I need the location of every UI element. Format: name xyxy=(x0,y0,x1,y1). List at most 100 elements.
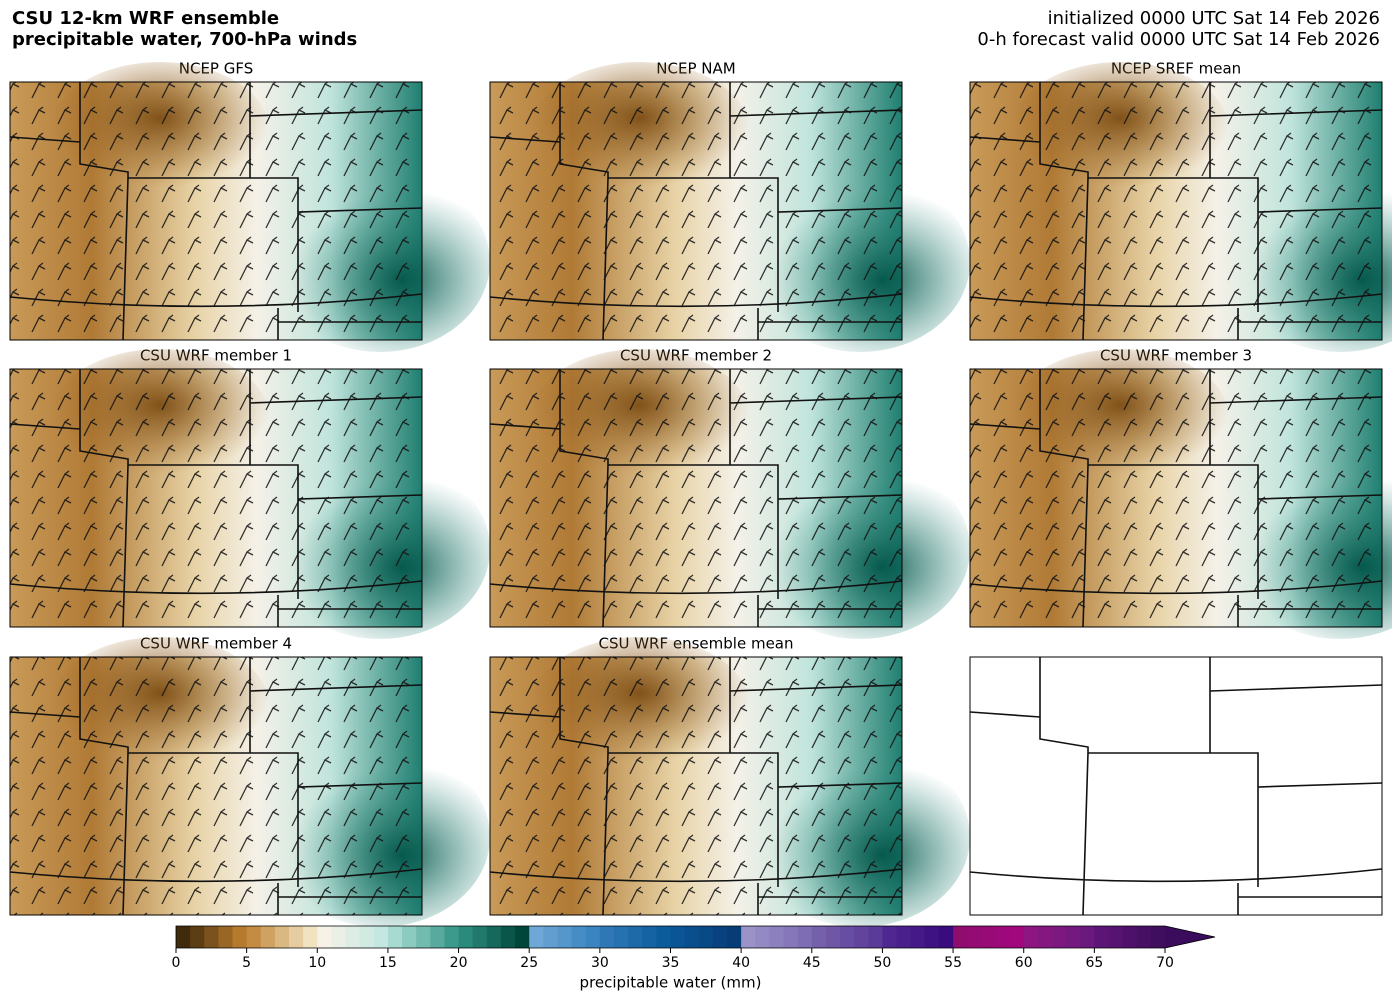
panel-frame xyxy=(9,81,423,341)
colorbar-segment xyxy=(585,926,601,948)
colorbar-segment xyxy=(613,926,629,948)
map-panel: NCEP NAM xyxy=(489,60,970,352)
colorbar-segment xyxy=(232,926,248,948)
panel-frame xyxy=(489,368,903,628)
colorbar-segment xyxy=(274,926,290,948)
colorbar-tick-label: 40 xyxy=(732,955,750,971)
colorbar-segment xyxy=(712,926,728,948)
panel-frame xyxy=(969,656,1383,916)
map-panel: CSU WRF ensemble mean xyxy=(489,635,970,927)
colorbar-segment xyxy=(811,926,827,948)
map-panel: NCEP GFS xyxy=(9,60,490,352)
colorbar-segment xyxy=(529,926,544,948)
colorbar-segment xyxy=(910,926,926,948)
init-time: initialized 0000 UTC Sat 14 Feb 2026 xyxy=(1048,8,1380,29)
colorbar-segment xyxy=(402,926,417,948)
colorbar-segment xyxy=(1080,926,1095,948)
colorbar-segment xyxy=(458,926,474,948)
colorbar-segment xyxy=(769,926,785,948)
colorbar-segment xyxy=(684,926,700,948)
colorbar-segment xyxy=(783,926,799,948)
map-panel: CSU WRF member 2 xyxy=(489,347,970,639)
colorbar-segment xyxy=(953,926,968,948)
colorbar-tick-label: 45 xyxy=(803,955,821,971)
colorbar-segment xyxy=(1150,926,1166,948)
colorbar-tick-label: 15 xyxy=(379,955,397,971)
colorbar-tick-label: 20 xyxy=(450,955,468,971)
colorbar-tick-label: 60 xyxy=(1015,955,1033,971)
colorbar-segment xyxy=(345,926,361,948)
colorbar-segment xyxy=(317,926,332,948)
colorbar-frame xyxy=(175,925,1216,949)
colorbar-segment xyxy=(698,926,714,948)
colorbar-segment xyxy=(896,926,912,948)
colorbar-tick-label: 35 xyxy=(662,955,680,971)
colorbar-segment xyxy=(854,926,869,948)
colorbar-segment xyxy=(1108,926,1124,948)
colorbar-segment xyxy=(882,926,898,948)
colorbar-segment xyxy=(825,926,841,948)
panel-frame xyxy=(969,368,1383,628)
colorbar-segment xyxy=(1009,926,1025,948)
colorbar-segment xyxy=(303,926,318,948)
colorbar-segment xyxy=(373,926,389,948)
colorbar-segment xyxy=(218,926,234,948)
colorbar-segment xyxy=(486,926,502,948)
map-panel xyxy=(969,656,1383,916)
valid-time: 0-h forecast valid 0000 UTC Sat 14 Feb 2… xyxy=(977,29,1380,50)
colorbar-segment xyxy=(741,926,756,948)
subtitle: precipitable water, 700-hPa winds xyxy=(12,29,357,50)
colorbar-segment xyxy=(246,926,262,948)
colorbar-segment xyxy=(670,926,686,948)
colorbar-segment xyxy=(557,926,573,948)
colorbar-label: precipitable water (mm) xyxy=(580,974,762,992)
colorbar-segment xyxy=(472,926,488,948)
panel-frame xyxy=(9,656,423,916)
colorbar-segment xyxy=(500,926,516,948)
colorbar-segment xyxy=(1051,926,1067,948)
colorbar-segment xyxy=(289,926,304,948)
colorbar-segment xyxy=(190,926,205,948)
colorbar-segment xyxy=(204,926,219,948)
colorbar-tick-label: 70 xyxy=(1156,955,1174,971)
colorbar-tick-label: 50 xyxy=(874,955,892,971)
colorbar-segment xyxy=(1136,926,1152,948)
colorbar-segment xyxy=(515,926,530,948)
colorbar-segment xyxy=(938,926,954,948)
colorbar-segment xyxy=(260,926,276,948)
colorbar-segment xyxy=(444,926,460,948)
colorbar-segment xyxy=(359,926,375,948)
colorbar-tick-label: 65 xyxy=(1085,955,1103,971)
colorbar-tick-label: 55 xyxy=(944,955,962,971)
colorbar-segment xyxy=(543,926,558,948)
colorbar-segment xyxy=(642,926,657,948)
colorbar-extend xyxy=(1165,926,1215,948)
colorbar-segment xyxy=(868,926,883,948)
colorbar-segment xyxy=(1037,926,1053,948)
map-panel: CSU WRF member 3 xyxy=(969,347,1392,639)
colorbar-segment xyxy=(967,926,982,948)
colorbar-tick-label: 25 xyxy=(520,955,538,971)
colorbar-segment xyxy=(1066,926,1081,948)
map-panel: CSU WRF member 1 xyxy=(9,347,490,639)
colorbar-segment xyxy=(416,926,431,948)
colorbar-tick-label: 0 xyxy=(172,955,181,971)
map-panel: NCEP SREF mean xyxy=(969,60,1392,352)
colorbar-segment xyxy=(840,926,855,948)
colorbar-segment xyxy=(628,926,643,948)
colorbar-segment xyxy=(797,926,813,948)
colorbar-segment xyxy=(571,926,587,948)
colorbar-segment xyxy=(1023,926,1039,948)
panel-frame xyxy=(969,81,1383,341)
colorbar: 0 5 10 15 20 25 30 35 40 45 50 55 60 65 70 precipitable… xyxy=(172,925,1216,992)
map-panel: CSU WRF member 4 xyxy=(9,635,490,927)
colorbar-tick-label: 5 xyxy=(242,955,251,971)
panel-frame xyxy=(489,656,903,916)
colorbar-tick-label: 30 xyxy=(591,955,609,971)
colorbar-segment xyxy=(387,926,403,948)
panel-frame xyxy=(9,368,423,628)
colorbar-segment xyxy=(656,926,671,948)
panel-frame xyxy=(489,81,903,341)
